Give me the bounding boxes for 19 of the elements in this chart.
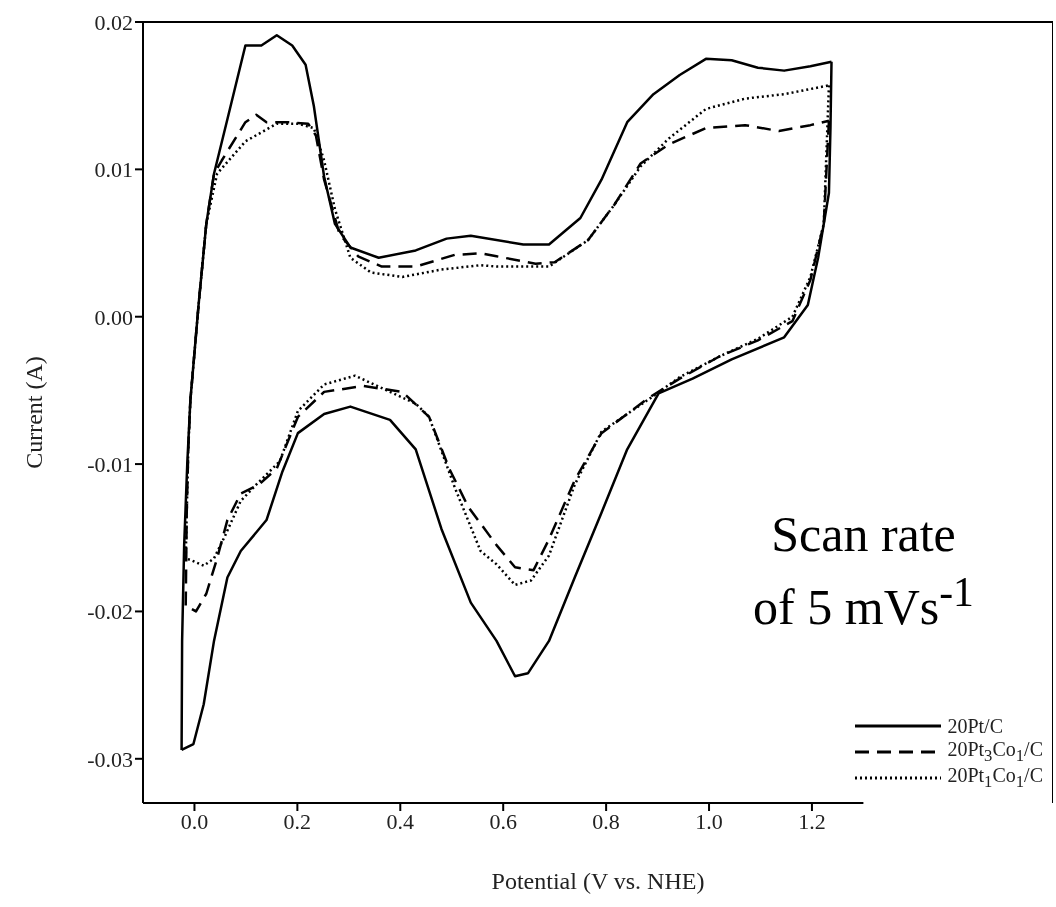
- x-tick-label: 0.0: [180, 808, 209, 834]
- y-tick-label: -0.03: [87, 746, 133, 772]
- y-tick-label: 0.02: [94, 9, 133, 35]
- x-tick-label: 0.4: [386, 808, 415, 834]
- x-tick-label: 1.0: [695, 808, 723, 834]
- legend-label: 20Pt$_{3}$Co$_{1}$/C: [947, 737, 1043, 765]
- x-tick-label: 0.8: [592, 808, 620, 834]
- x-axis-title: Potential (V vs. NHE): [491, 868, 705, 894]
- x-tick-label: 1.2: [798, 808, 826, 834]
- y-tick-label: 0.01: [94, 157, 133, 183]
- y-tick-label: -0.01: [87, 451, 133, 477]
- y-tick-label: -0.02: [87, 599, 133, 625]
- x-tick-label: 0.2: [283, 808, 312, 834]
- legend-label: 20Pt$_{1}$Co$_{1}$/C: [947, 762, 1043, 793]
- annotation: Scan rate of 5 mVs$^{-1}$: [752, 505, 975, 636]
- x-tick-label: 0.6: [489, 808, 517, 834]
- legend-label: 20Pt/C: [947, 714, 1003, 738]
- y-axis-title: Current (A): [21, 356, 47, 469]
- y-tick-label: 0.00: [94, 304, 133, 330]
